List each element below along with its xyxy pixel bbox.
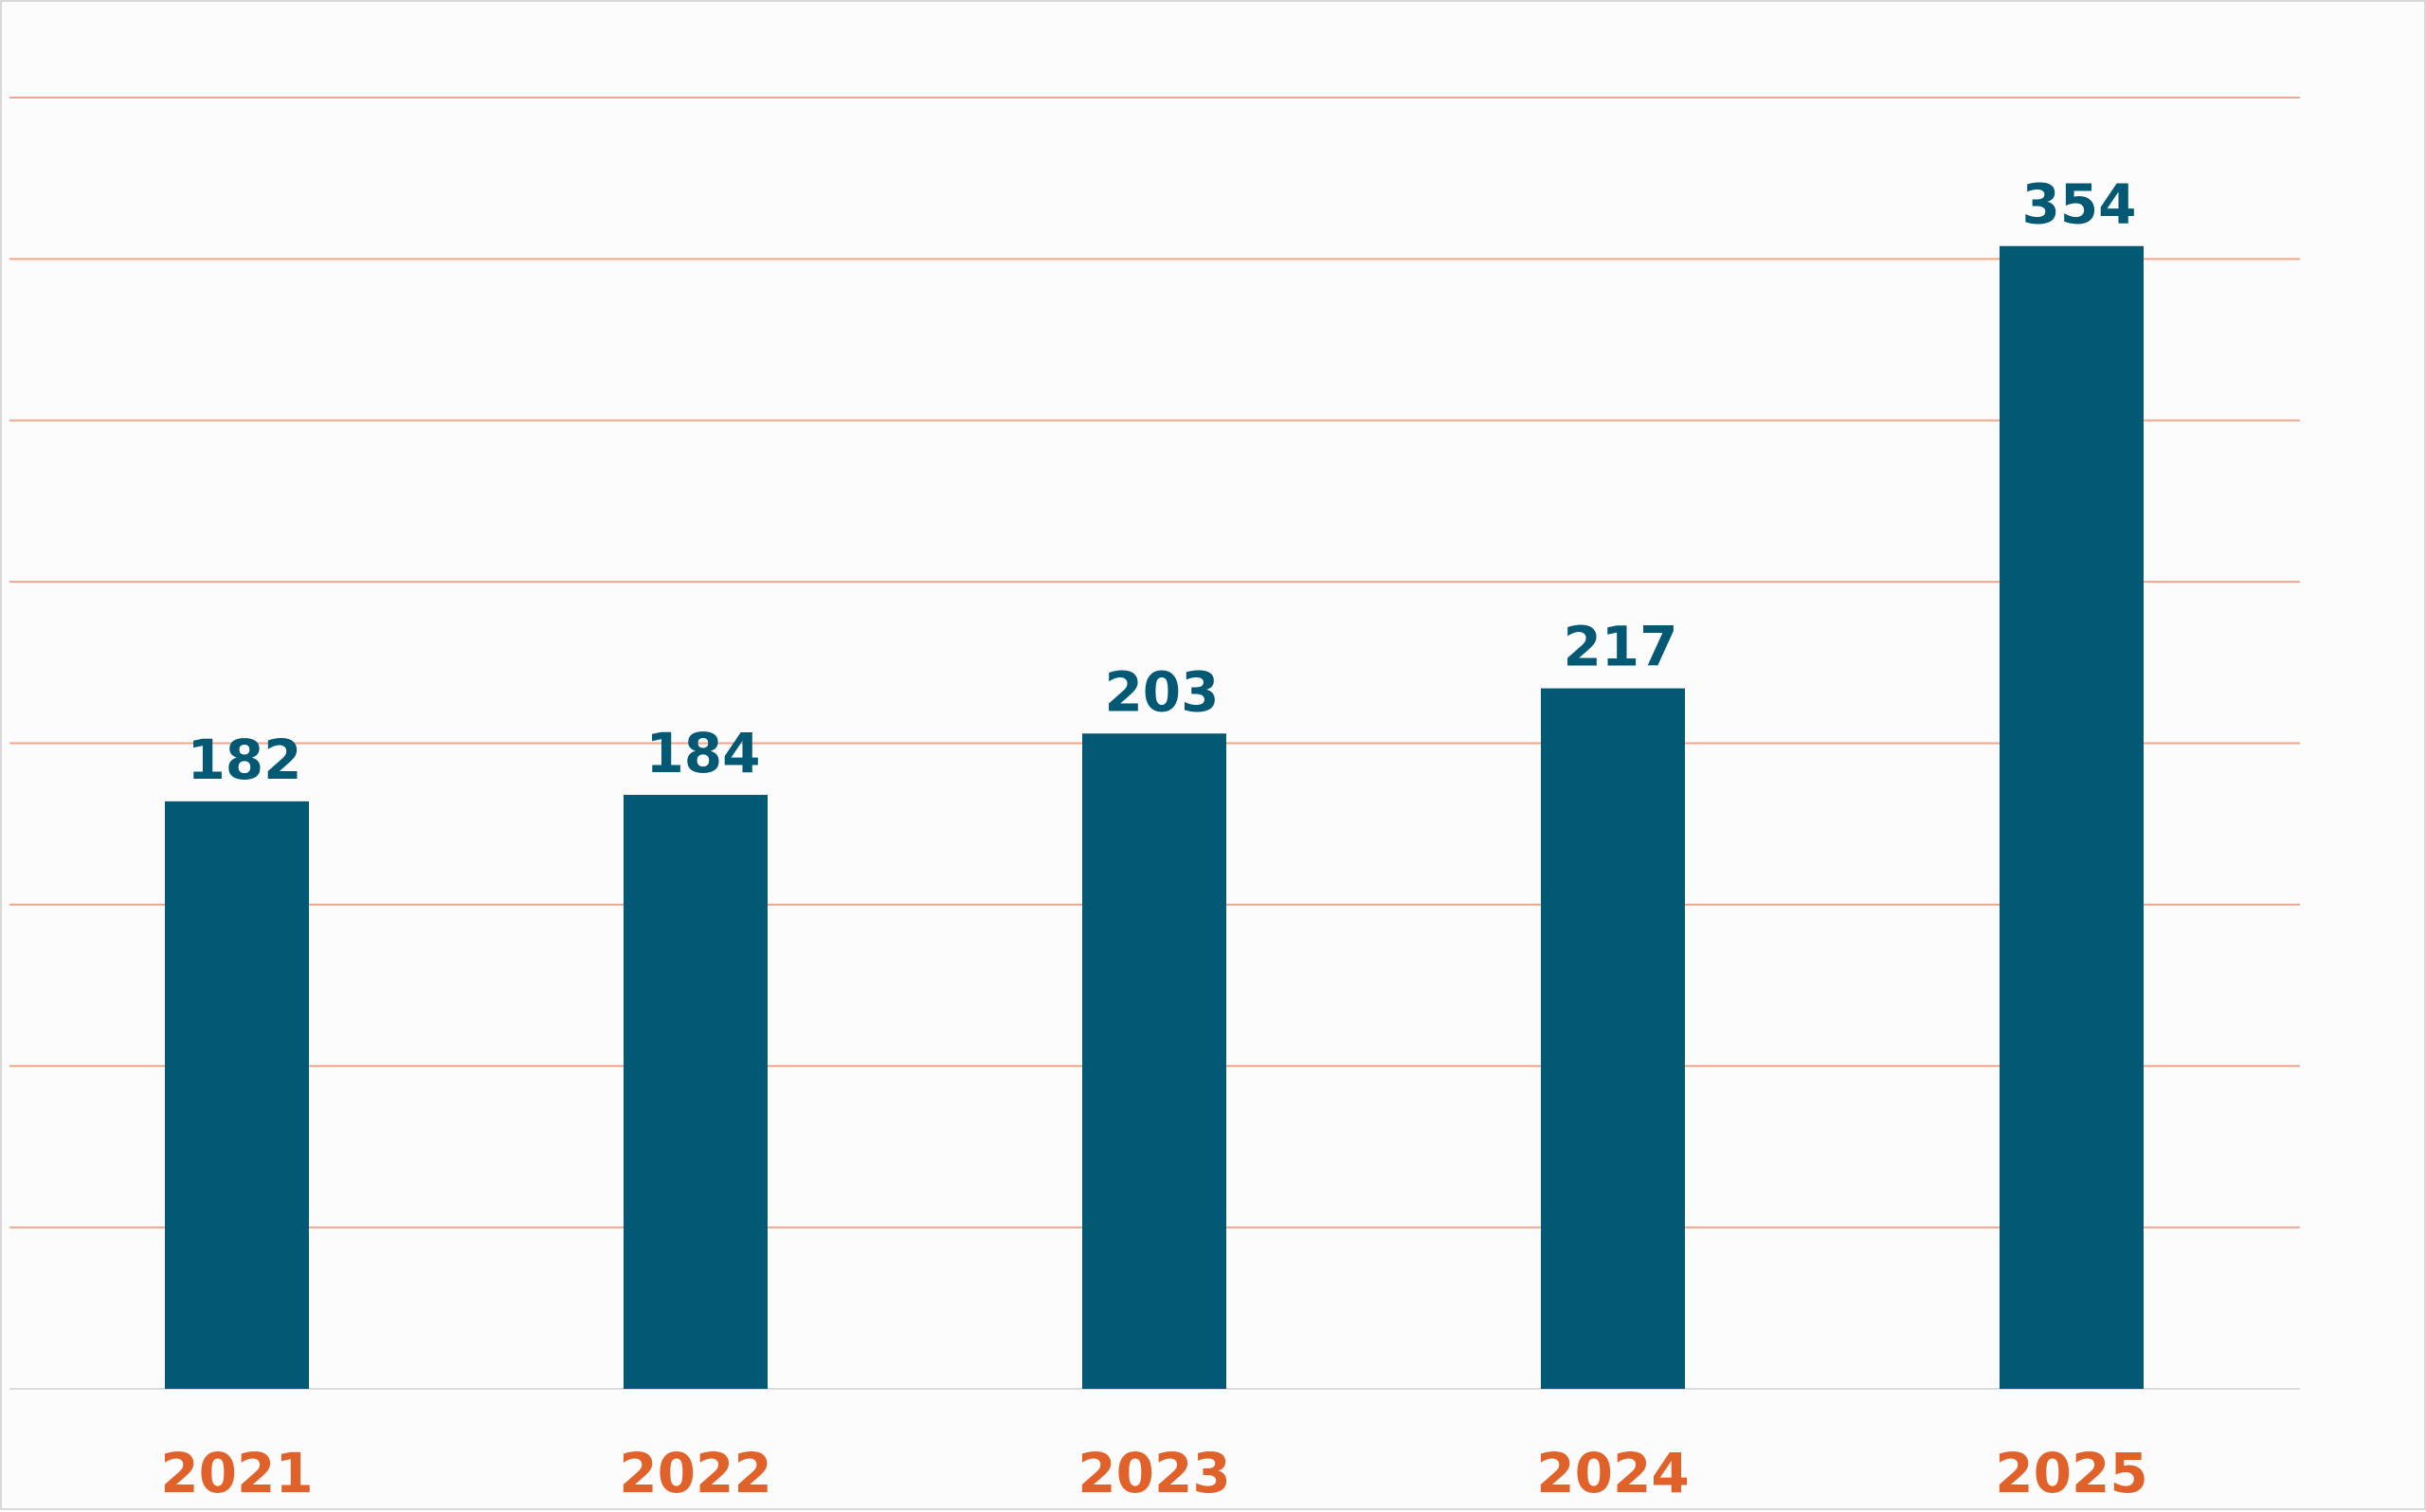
x-tick-label: 2021 [160, 1441, 313, 1505]
x-tick-label: 2025 [1995, 1441, 2147, 1505]
bar [165, 801, 309, 1389]
data-label: 184 [645, 721, 760, 785]
x-tick-label: 2024 [1536, 1441, 1689, 1505]
data-label: 354 [2021, 172, 2136, 237]
x-tick-label: 2022 [619, 1441, 771, 1505]
x-tick-label: 2023 [1077, 1441, 1230, 1505]
data-label: 203 [1104, 659, 1219, 724]
bar [624, 795, 768, 1389]
data-label: 217 [1563, 615, 1677, 679]
data-label: 182 [187, 728, 301, 792]
bar [1541, 688, 1685, 1389]
bar [2000, 245, 2144, 1389]
bar [1082, 733, 1226, 1389]
